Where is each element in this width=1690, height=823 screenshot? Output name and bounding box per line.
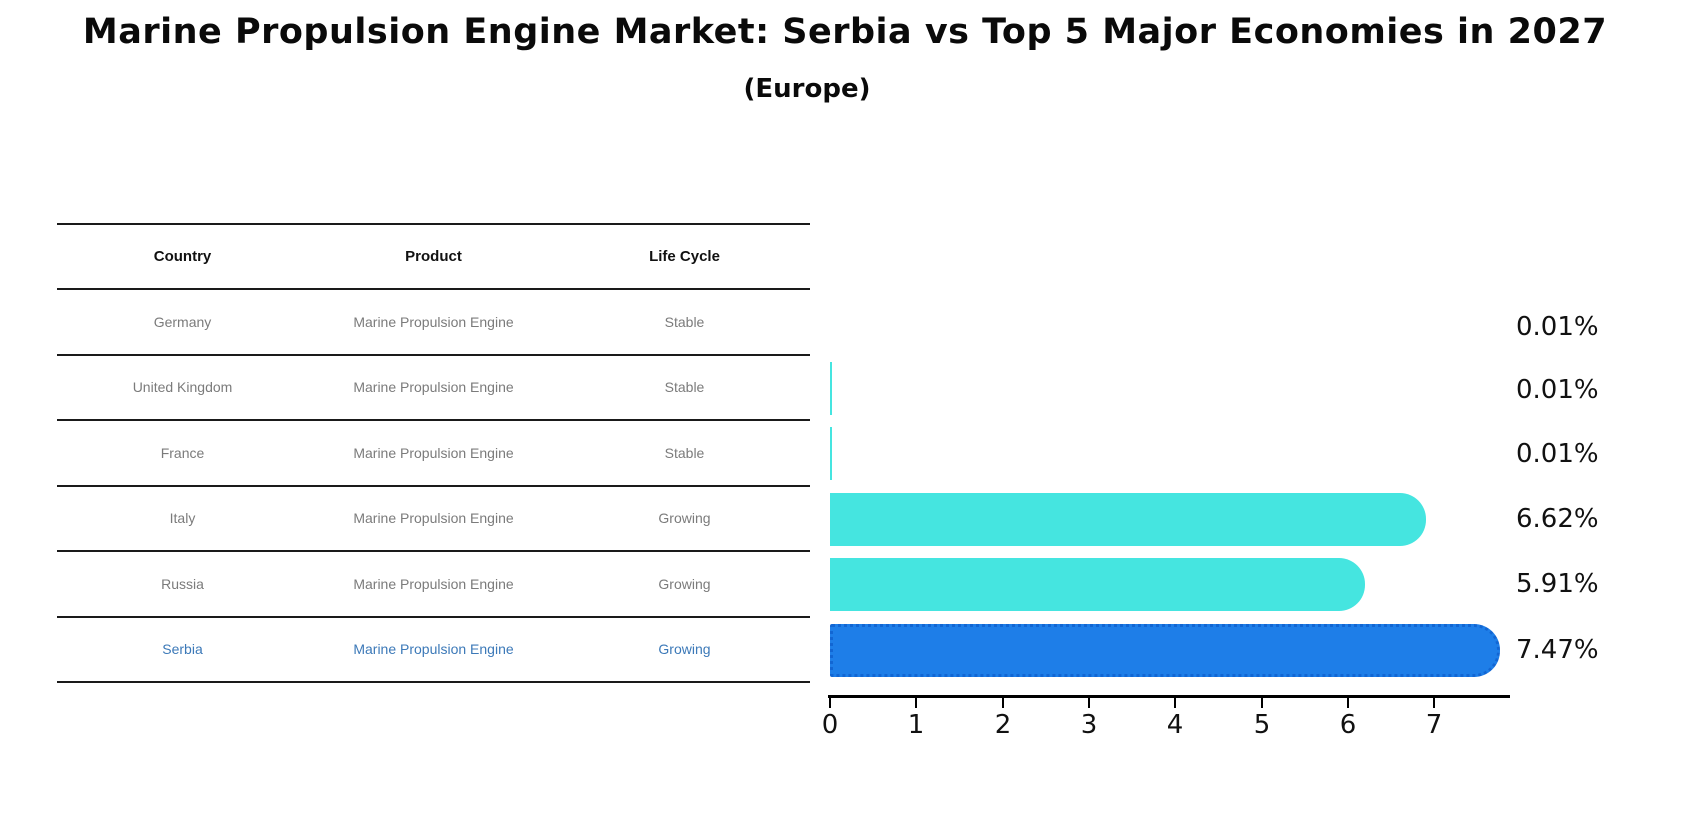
table-row-italy: Italy Marine Propulsion Engine Growing [57,487,810,552]
table-row-united-kingdom: United Kingdom Marine Propulsion Engine … [57,356,810,421]
x-axis-tick [1433,698,1435,708]
x-axis-tick [915,698,917,708]
x-tick-label: 7 [1425,710,1443,740]
value-label-united-kingdom: 0.01% [1516,375,1599,405]
x-axis-tick [1002,698,1004,708]
value-label-germany: 0.01% [1516,312,1599,342]
chart-title: Marine Propulsion Engine Market: Serbia … [82,12,1608,52]
bar-italy [830,493,1426,546]
bar-france [830,427,832,480]
product-cell: Marine Propulsion Engine [353,641,514,658]
x-tick-label: 5 [1253,710,1271,740]
table-row-germany: Germany Marine Propulsion Engine Stable [57,290,810,356]
x-tick-label: 0 [821,710,839,740]
product-cell: Marine Propulsion Engine [353,313,514,330]
life-cycle-cell: Growing [658,510,711,527]
country-cell: Serbia [162,641,203,658]
value-label-france: 0.01% [1516,439,1599,469]
x-axis-tick [1347,698,1349,708]
country-cell: France [160,444,205,461]
x-tick-label: 2 [994,710,1012,740]
country-cell: United Kingdom [132,379,233,396]
x-axis-tick [1088,698,1090,708]
table-row-russia: Russia Marine Propulsion Engine Growing [57,552,810,618]
product-cell: Marine Propulsion Engine [353,379,514,396]
x-axis-tick [1174,698,1176,708]
country-cell: Italy [169,510,196,527]
life-cycle-cell: Growing [658,641,711,658]
x-tick-label: 1 [907,710,925,740]
product-cell: Marine Propulsion Engine [353,510,514,527]
bar-russia [830,558,1365,611]
value-label-italy: 6.62% [1516,504,1599,534]
country-cell: Russia [161,575,204,592]
product-cell: Marine Propulsion Engine [353,444,514,461]
chart-subtitle: (Europe) [743,74,871,104]
column-header-product: Product [405,248,462,265]
product-cell: Marine Propulsion Engine [353,575,514,592]
column-header-life-cycle: Life Cycle [649,248,720,265]
life-cycle-cell: Stable [664,313,705,330]
country-cell: Germany [153,313,212,330]
bar-united-kingdom [830,362,832,415]
x-tick-label: 3 [1080,710,1098,740]
life-cycle-cell: Stable [664,379,705,396]
table-row-france: France Marine Propulsion Engine Stable [57,421,810,487]
value-label-russia: 5.91% [1516,569,1599,599]
x-axis-tick [829,698,831,708]
x-axis-tick [1261,698,1263,708]
life-cycle-cell: Growing [658,575,711,592]
table-header-row: Country Product Life Cycle [57,225,810,290]
value-label-serbia: 7.47% [1516,635,1599,665]
column-header-country: Country [153,248,212,265]
country-table: Country Product Life Cycle Germany Marin… [57,223,810,683]
x-axis-line [828,695,1510,698]
x-tick-label: 6 [1339,710,1357,740]
table-row-serbia: Serbia Marine Propulsion Engine Growing [57,618,810,683]
bar-serbia [830,624,1500,677]
x-tick-label: 4 [1166,710,1184,740]
life-cycle-cell: Stable [664,444,705,461]
